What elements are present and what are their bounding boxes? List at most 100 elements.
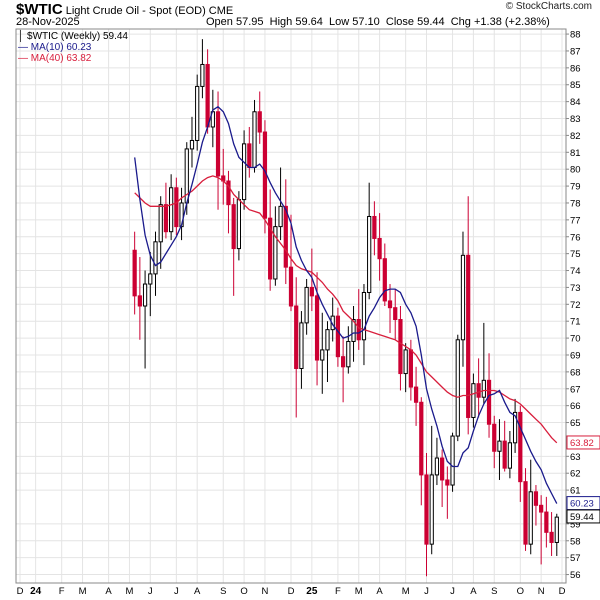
y-tick-label: 63: [570, 452, 581, 463]
candle-body: [179, 202, 184, 228]
candle-body: [471, 383, 476, 418]
candle-body: [314, 295, 320, 361]
candle-body: [346, 340, 351, 368]
candle-body: [450, 435, 455, 486]
candle-body: [544, 511, 549, 533]
candle-body: [200, 63, 205, 87]
legend-ma40: — MA(40) 63.82: [18, 53, 91, 64]
y-tick-label: 57: [570, 553, 581, 564]
x-tick-label: J: [450, 586, 455, 597]
y-tick-label: 85: [570, 80, 581, 91]
candle-body: [169, 187, 174, 233]
candle-body: [142, 283, 148, 307]
x-tick-label: M: [402, 586, 410, 597]
x-tick-label: A: [105, 586, 112, 597]
y-tick-label: 73: [570, 283, 581, 294]
y-tick-label: 72: [570, 300, 581, 311]
y-tick-label: 62: [570, 469, 581, 480]
chart-title: $WTIC Light Crude Oil - Spot (EOD) CME: [16, 1, 233, 18]
candle-body: [377, 237, 382, 260]
candle-body: [330, 315, 335, 331]
x-tick-label: D: [288, 586, 295, 597]
legend-ma10-swatch: —: [18, 42, 28, 53]
x-tick-label: M: [355, 586, 363, 597]
candle-body: [340, 356, 346, 368]
candle-body: [403, 349, 408, 375]
candle-body: [236, 199, 242, 250]
x-tick-label: M: [79, 586, 87, 597]
candle-body: [445, 479, 450, 486]
symbol: $WTIC: [16, 1, 63, 18]
x-tick-label: J: [174, 586, 179, 597]
ohlc-readout: Open 57.95 High 59.64 Low 57.10 Close 59…: [206, 16, 550, 28]
candle-body: [153, 241, 158, 275]
candle-body: [205, 63, 210, 128]
candle-body: [189, 139, 195, 150]
legend-price-swatch: │: [18, 31, 25, 42]
candle-body: [367, 215, 372, 293]
candle-body: [533, 491, 539, 506]
candle-body: [356, 319, 361, 341]
candle-body: [273, 226, 278, 280]
x-tick-label: N: [262, 586, 269, 597]
ma40-line: [134, 175, 558, 444]
candle-body: [148, 273, 153, 285]
candle-body: [408, 349, 413, 388]
y-tick-label: 58: [570, 536, 581, 547]
y-tick-label: 75: [570, 249, 581, 260]
copyright: © StockCharts.com: [505, 1, 592, 12]
chg-label: Chg: [450, 16, 471, 28]
candle-body: [398, 319, 403, 375]
ma10-price-tag: 60.23: [570, 499, 594, 510]
x-tick-label: A: [470, 586, 477, 597]
candle-body: [455, 339, 460, 437]
x-tick-label: S: [491, 586, 497, 597]
legend-price-text: $WTIC (Weekly) 59.44: [27, 31, 128, 42]
open-label: Open: [206, 16, 233, 28]
x-tick-label: A: [376, 586, 383, 597]
candle-body: [320, 349, 325, 361]
legend-ma10: — MA(10) 60.23: [18, 42, 91, 53]
candle-body: [372, 215, 377, 239]
candle-body: [507, 442, 513, 469]
candle-body: [393, 307, 398, 321]
candle-body: [476, 383, 481, 398]
y-tick-label: 84: [570, 97, 581, 108]
y-tick-label: 66: [570, 401, 581, 412]
candle-body: [325, 329, 330, 351]
y-tick-label: 88: [570, 30, 581, 41]
candle-body: [262, 131, 268, 219]
candle-body: [226, 180, 231, 206]
chart-date: 28-Nov-2025: [16, 16, 80, 28]
x-tick-label: J: [424, 586, 429, 597]
candle-body: [257, 111, 262, 133]
close-value: 59.44: [417, 16, 445, 28]
x-tick-label: F: [335, 586, 341, 597]
candle-body: [231, 204, 236, 250]
last-price-tag-box: [566, 509, 600, 524]
y-tick-label: 67: [570, 384, 581, 395]
candle-body: [492, 423, 497, 452]
x-tick-label: O: [517, 586, 524, 597]
ma40-price-tag-box: [566, 435, 600, 450]
candle-body: [429, 474, 434, 545]
candle-body: [466, 254, 471, 418]
candle-body: [481, 379, 486, 398]
y-tick-label: 76: [570, 232, 581, 243]
x-tick-label: D: [17, 586, 24, 597]
candle-body: [309, 286, 314, 297]
x-tick-label: A: [194, 586, 201, 597]
candle-body: [288, 266, 294, 307]
candle-body: [387, 300, 393, 309]
y-tick-label: 68: [570, 367, 581, 378]
candle-body: [554, 516, 559, 543]
candle-body: [283, 205, 288, 268]
last-price-tag: 59.44: [570, 512, 594, 523]
candle-body: [299, 322, 304, 369]
y-tick-label: 80: [570, 165, 581, 176]
low-label: Low: [328, 16, 350, 28]
chg-value: +1.38 (+2.38%): [473, 16, 550, 28]
x-tick-label: 25: [306, 586, 318, 597]
